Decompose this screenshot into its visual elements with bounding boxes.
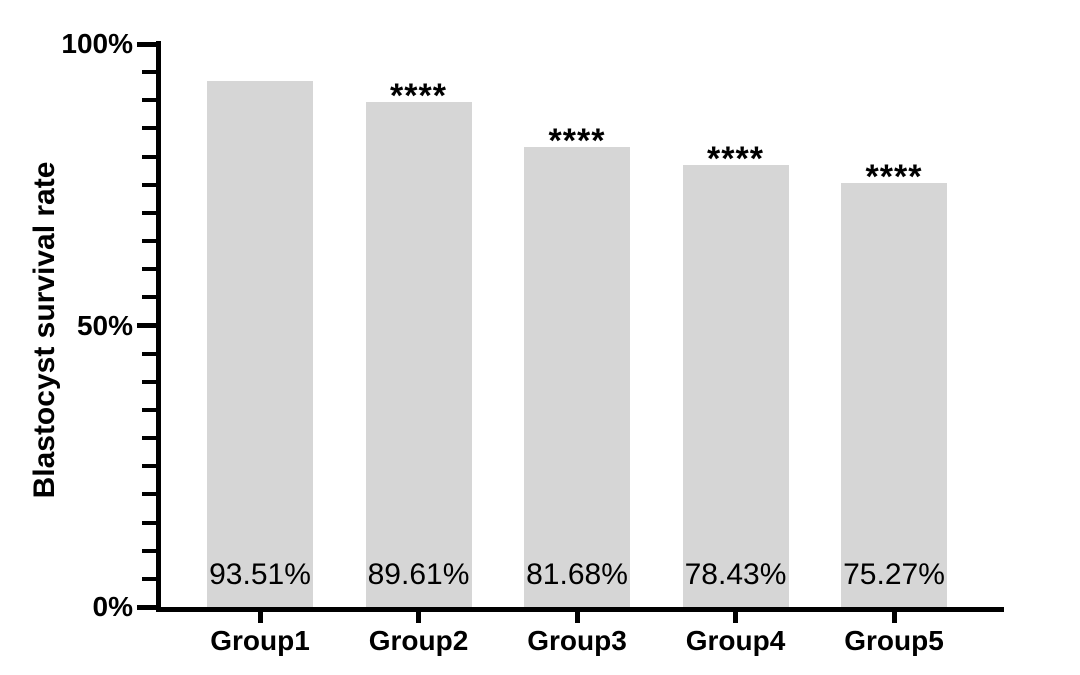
y-minor-tick xyxy=(142,267,156,272)
y-minor-tick xyxy=(142,239,156,244)
x-tick-label-group3: Group3 xyxy=(527,625,627,656)
y-tick-label: 0% xyxy=(92,591,133,622)
x-tick-label-group2: Group2 xyxy=(368,625,469,656)
y-minor-tick xyxy=(142,70,156,75)
x-tick xyxy=(733,612,738,623)
y-minor-tick xyxy=(142,464,156,469)
bar-group5 xyxy=(841,183,947,607)
y-minor-tick xyxy=(142,351,156,356)
significance-marker-group3: **** xyxy=(548,122,606,161)
significance-marker-group4: **** xyxy=(707,140,764,179)
bar-group1 xyxy=(207,80,313,607)
y-minor-tick xyxy=(142,210,156,215)
y-major-tick xyxy=(137,604,156,610)
bar-group4 xyxy=(682,165,789,607)
y-minor-tick xyxy=(142,576,156,581)
x-tick xyxy=(891,612,897,623)
significance-marker-group2: **** xyxy=(390,77,447,116)
y-major-tick xyxy=(137,323,156,328)
bar-group3 xyxy=(524,147,630,607)
x-tick xyxy=(257,612,263,623)
significance-marker-group5: **** xyxy=(865,158,923,197)
y-minor-tick xyxy=(142,548,156,553)
y-minor-tick xyxy=(142,154,156,159)
y-major-tick xyxy=(137,41,156,47)
y-minor-tick xyxy=(142,98,156,103)
y-minor-tick xyxy=(142,295,156,300)
x-axis-line xyxy=(156,607,1004,612)
y-tick-label: 50% xyxy=(76,309,133,341)
y-minor-tick xyxy=(142,126,156,131)
y-tick-label: 100% xyxy=(61,28,133,59)
bar-group2 xyxy=(365,102,472,607)
y-minor-tick xyxy=(142,182,156,187)
x-tick-label-group4: Group4 xyxy=(685,625,786,656)
x-tick xyxy=(574,612,580,623)
x-tick xyxy=(416,612,421,623)
y-minor-tick xyxy=(142,379,156,384)
y-minor-tick xyxy=(142,436,156,441)
y-minor-tick xyxy=(142,492,156,497)
x-tick-label-group5: Group5 xyxy=(844,625,944,656)
y-axis-line xyxy=(156,41,161,612)
bar-value-label-group1: 93.51% xyxy=(209,558,311,591)
bar-value-label-group5: 75.27% xyxy=(843,558,945,591)
y-minor-tick xyxy=(142,520,156,525)
bar-value-label-group3: 81.68% xyxy=(526,558,628,591)
x-tick-label-group1: Group1 xyxy=(210,625,310,656)
y-minor-tick xyxy=(142,407,156,412)
bar-value-label-group4: 78.43% xyxy=(684,558,787,591)
bar-value-label-group2: 89.61% xyxy=(367,558,470,591)
